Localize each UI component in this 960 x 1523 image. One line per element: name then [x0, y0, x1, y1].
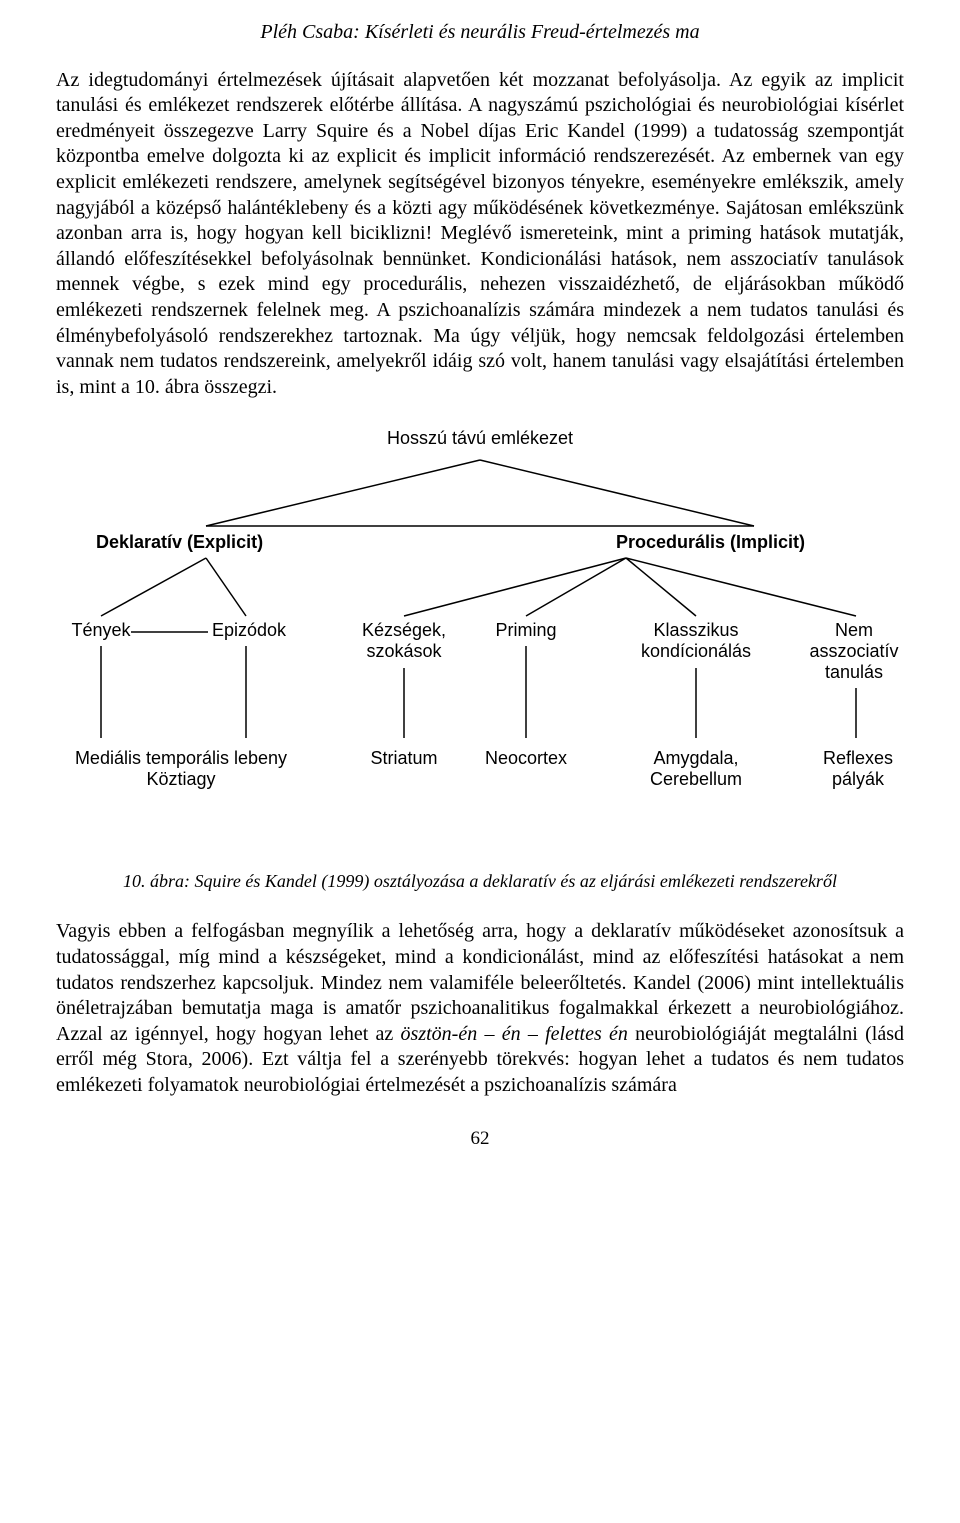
diagram-facts-label: Tények [56, 620, 146, 641]
diagram-medial-label: Mediális temporális lebeny Köztiagy [56, 748, 306, 789]
paragraph-1: Az idegtudományi értelmezések újításait … [56, 68, 904, 401]
diagram-declarative-label: Deklaratív (Explicit) [96, 532, 316, 553]
diagram-reflex-label: Reflexes pályák [812, 748, 904, 789]
diagram-skills-label: Kézségek, szokások [354, 620, 454, 661]
diagram-root-label: Hosszú távú emlékezet [356, 428, 604, 449]
diagram-procedural-label: Procedurális (Implicit) [616, 532, 876, 553]
diagram-priming-label: Priming [486, 620, 566, 641]
page-number: 62 [56, 1127, 904, 1151]
diagram-nonassoc-label: Nem asszociatív tanulás [804, 620, 904, 682]
page: Pléh Csaba: Kísérleti és neurális Freud-… [0, 0, 960, 1191]
paragraph-2: Vagyis ebben a felfogásban megnyílik a l… [56, 919, 904, 1098]
diagram-amygdala-label: Amygdala, Cerebellum [636, 748, 756, 789]
paragraph-2-emph: ösztön-én – én – felettes én [401, 1023, 628, 1045]
running-head: Pléh Csaba: Kísérleti és neurális Freud-… [56, 20, 904, 46]
diagram-lines [56, 418, 904, 858]
diagram-episodes-label: Epizódok [204, 620, 294, 641]
memory-taxonomy-diagram: Hosszú távú emlékezet Deklaratív (Explic… [56, 418, 904, 858]
figure-caption: 10. ábra: Squire és Kandel (1999) osztál… [56, 870, 904, 893]
diagram-classical-label: Klasszikus kondícionálás [626, 620, 766, 661]
diagram-neocortex-label: Neocortex [476, 748, 576, 769]
diagram-striatum-label: Striatum [356, 748, 452, 769]
